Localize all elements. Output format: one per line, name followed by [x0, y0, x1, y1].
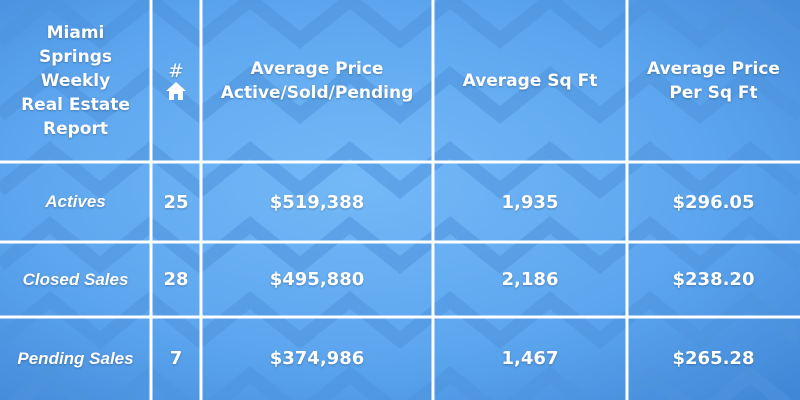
report-title-line: Weekly	[40, 71, 111, 91]
avg-price-header-line: Active/Sold/Pending	[220, 83, 414, 103]
price-per-sqft-column-header: Average Price Per Sq Ft	[627, 0, 800, 162]
price-per-sqft-header-line: Average Price	[647, 59, 780, 79]
price-per-sqft-cell: $296.05	[672, 191, 755, 213]
count-cell: 28	[163, 269, 189, 290]
avg-sqft-cell: 2,186	[501, 269, 559, 290]
row-label-actives: Actives	[45, 192, 106, 211]
row-label-closed-sales: Closed Sales	[22, 269, 129, 289]
avg-price-cell: $374,986	[269, 348, 365, 369]
report-title: Miami Springs Weekly Real Estate Report	[0, 0, 151, 162]
count-column-header: #	[151, 0, 201, 162]
avg-sqft-cell: 1,467	[501, 348, 559, 369]
report-title-line: Report	[43, 119, 108, 139]
avg-sqft-cell: 1,935	[501, 191, 559, 213]
avg-price-column-header: Average Price Active/Sold/Pending	[201, 0, 433, 162]
avg-price-cell: $495,880	[269, 269, 365, 290]
row-label-pending-sales: Pending Sales	[17, 348, 134, 368]
report-title-line: Springs	[38, 47, 112, 67]
price-per-sqft-cell: $265.28	[672, 348, 755, 369]
avg-sqft-header-label: Average Sq Ft	[462, 71, 598, 91]
avg-price-header-line: Average Price	[250, 59, 384, 79]
price-per-sqft-cell: $238.20	[672, 269, 755, 290]
price-per-sqft-header-line: Per Sq Ft	[669, 83, 758, 103]
report-title-line: Real Estate	[21, 95, 130, 115]
house-icon	[166, 82, 186, 100]
count-symbol: #	[168, 60, 184, 82]
count-cell: 25	[163, 191, 189, 213]
count-cell: 7	[169, 348, 183, 369]
avg-sqft-column-header: Average Sq Ft	[433, 0, 627, 162]
report-title-line: Miami	[46, 23, 105, 43]
avg-price-cell: $519,388	[269, 191, 365, 213]
